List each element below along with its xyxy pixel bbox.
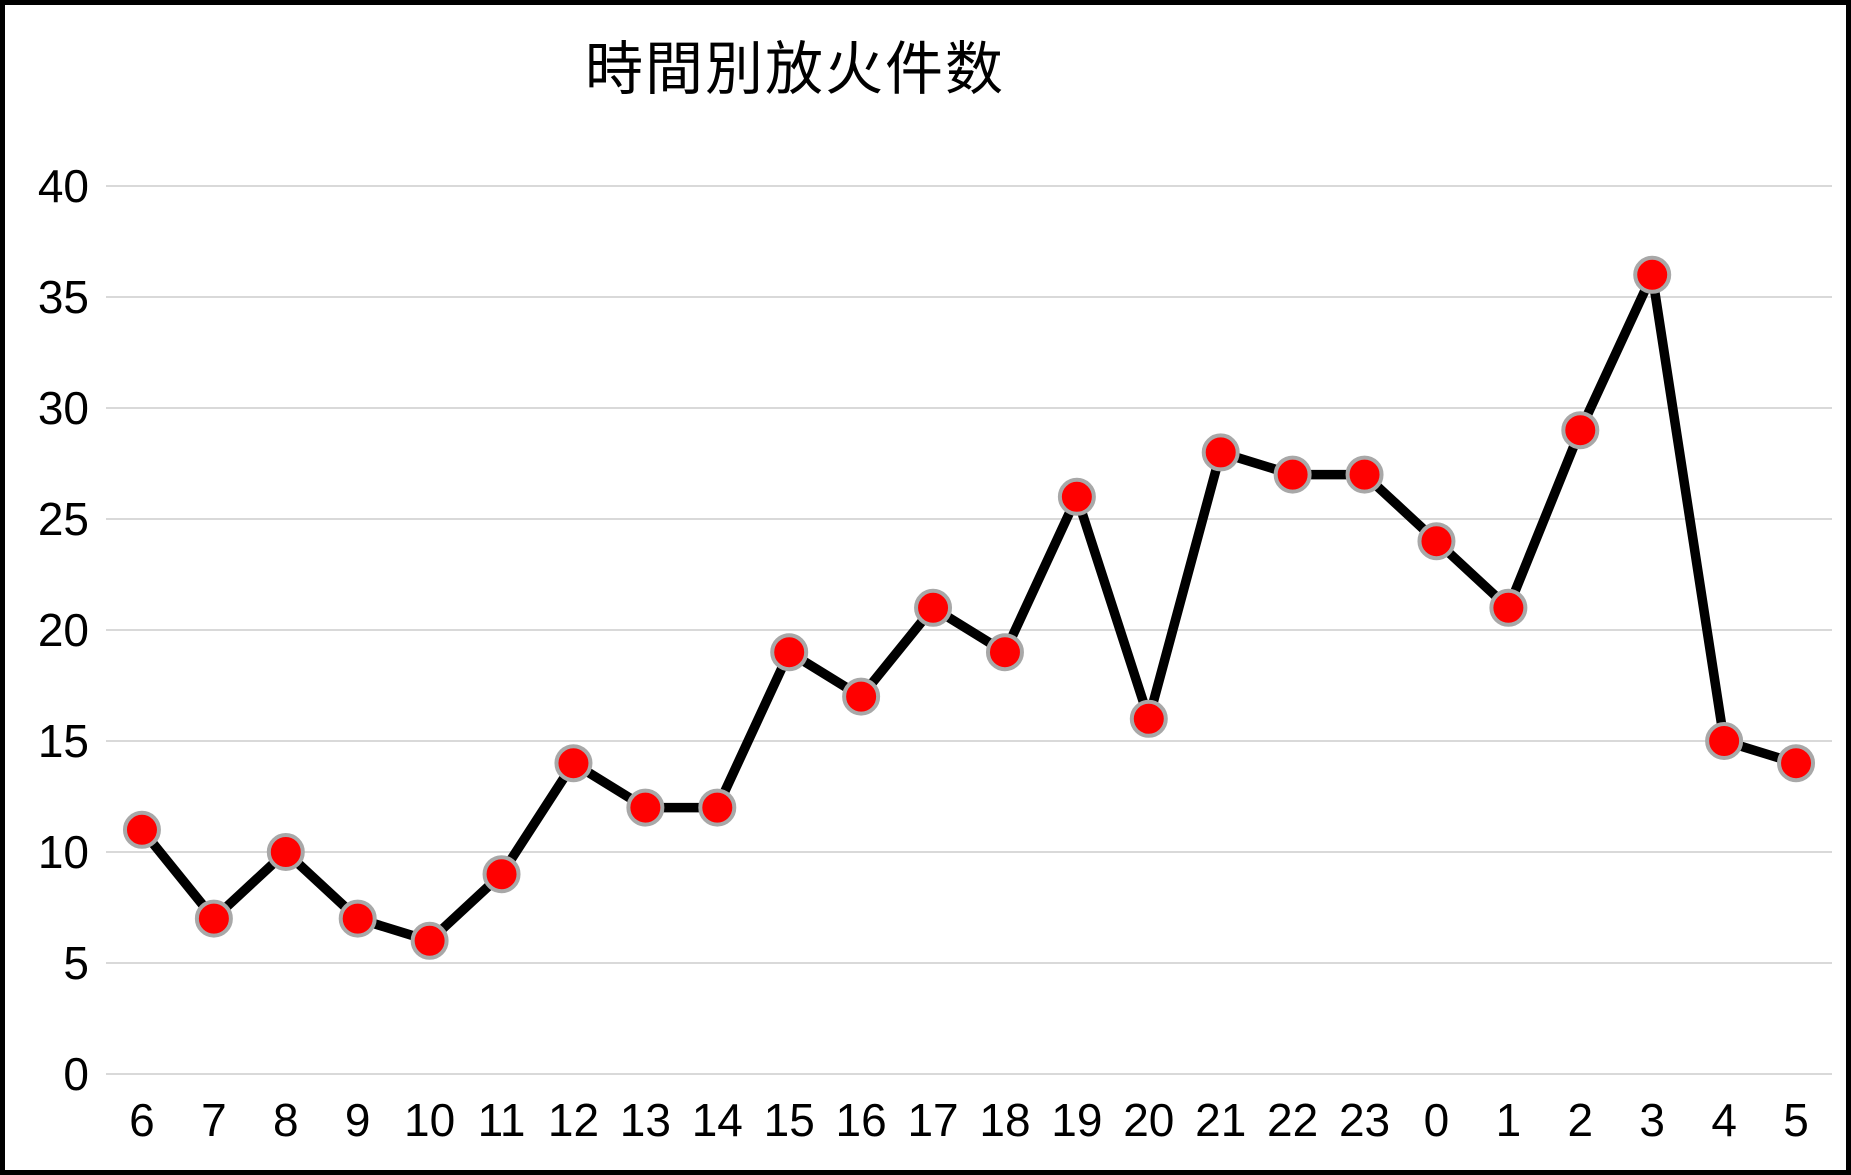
x-tick-label: 5: [1783, 1094, 1809, 1146]
data-point-marker: [410, 921, 449, 960]
x-tick-label: 21: [1195, 1094, 1246, 1146]
data-point-marker: [1345, 455, 1384, 494]
data-point-marker: [1201, 433, 1240, 472]
data-point-marker: [1633, 255, 1672, 294]
x-tick-label: 4: [1711, 1094, 1737, 1146]
x-tick-label: 0: [1424, 1094, 1450, 1146]
data-point-marker: [554, 744, 593, 783]
x-tick-label: 2: [1567, 1094, 1593, 1146]
x-tick-label: 3: [1639, 1094, 1665, 1146]
x-tick-label: 15: [764, 1094, 815, 1146]
data-point-marker: [1057, 477, 1096, 516]
data-point-marker: [626, 788, 665, 827]
x-axis-labels-group: 6 7 8 9 10 11 12 13 14 15 16 17 18 19 20 21 22 23 0 1 2 3 4 5: [129, 1094, 1809, 1146]
y-tick-label: 25: [38, 493, 89, 545]
data-point-marker: [1561, 411, 1600, 450]
x-tick-label: 18: [979, 1094, 1030, 1146]
x-tick-label: 12: [548, 1094, 599, 1146]
x-tick-label: 7: [201, 1094, 227, 1146]
y-tick-label: 40: [38, 160, 89, 212]
series-line: [137, 270, 1801, 946]
x-tick-label: 20: [1123, 1094, 1174, 1146]
data-point-marker: [770, 633, 809, 672]
y-tick-label: 10: [38, 826, 89, 878]
x-tick-label: 10: [404, 1094, 455, 1146]
x-tick-label: 14: [692, 1094, 743, 1146]
data-point-marker: [1129, 699, 1168, 738]
data-point-marker: [338, 899, 377, 938]
y-tick-label: 15: [38, 715, 89, 767]
y-tick-label: 20: [38, 604, 89, 656]
data-point-marker: [482, 855, 521, 894]
data-point-marker: [914, 588, 953, 627]
data-point-marker: [1417, 522, 1456, 561]
series-group: [122, 255, 1816, 960]
x-tick-label: 16: [836, 1094, 887, 1146]
data-point-marker: [985, 633, 1024, 672]
x-tick-label: 1: [1496, 1094, 1522, 1146]
y-tick-label: 5: [63, 937, 89, 989]
x-tick-label: 17: [907, 1094, 958, 1146]
chart-title: 時間別放火件数: [584, 37, 1006, 102]
x-tick-label: 8: [273, 1094, 299, 1146]
data-point-marker: [122, 810, 161, 849]
data-point-marker: [1777, 744, 1816, 783]
data-point-marker: [1273, 455, 1312, 494]
y-tick-label: 35: [38, 271, 89, 323]
y-axis-labels-group: 0 5 10 15 20 25 30 35 40: [38, 160, 89, 1100]
data-point-marker: [1705, 722, 1744, 760]
x-tick-label: 19: [1051, 1094, 1102, 1146]
x-tick-label: 22: [1267, 1094, 1318, 1146]
data-point-marker: [698, 788, 737, 827]
x-tick-label: 13: [620, 1094, 671, 1146]
y-tick-label: 30: [38, 382, 89, 434]
data-point-marker: [842, 677, 881, 716]
data-point-marker: [194, 899, 233, 938]
x-tick-label: 23: [1339, 1094, 1390, 1146]
x-tick-label: 11: [478, 1094, 526, 1146]
y-tick-label: 0: [63, 1048, 89, 1100]
data-point-marker: [266, 833, 305, 871]
data-point-marker: [1489, 588, 1528, 627]
x-tick-label: 9: [345, 1094, 371, 1146]
x-tick-label: 6: [129, 1094, 155, 1146]
